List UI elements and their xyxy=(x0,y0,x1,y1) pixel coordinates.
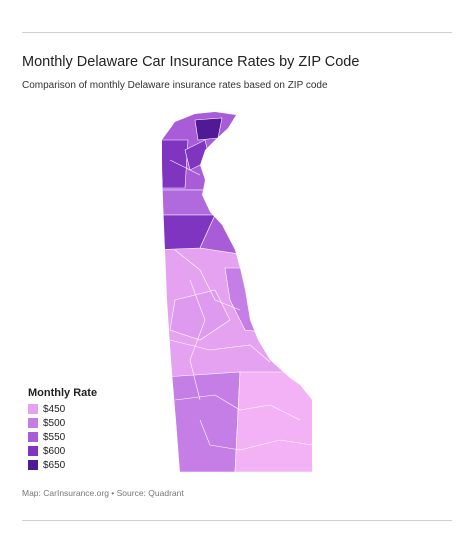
legend-swatch xyxy=(28,446,38,456)
map xyxy=(162,112,312,472)
legend-item: $550 xyxy=(28,430,97,444)
legend-item: $450 xyxy=(28,402,97,416)
legend-label: $450 xyxy=(43,403,66,415)
top-rule xyxy=(22,32,452,33)
legend-title: Monthly Rate xyxy=(28,387,98,399)
legend: Monthly Rate $450 $500 $550 $600 $650 xyxy=(28,387,97,472)
legend-swatch xyxy=(28,418,38,428)
legend-items: $450 $500 $550 $600 $650 xyxy=(28,402,97,472)
legend-label: $550 xyxy=(43,431,66,443)
legend-label: $650 xyxy=(43,459,66,471)
source: Map: CarInsurance.org • Source: Quadrant xyxy=(22,488,184,498)
legend-item: $650 xyxy=(28,458,97,472)
legend-item: $600 xyxy=(28,444,97,458)
zip-regions xyxy=(162,112,312,472)
legend-swatch xyxy=(28,404,38,414)
subtitle: Comparison of monthly Delaware insurance… xyxy=(22,80,328,91)
bottom-rule xyxy=(22,520,452,521)
legend-swatch xyxy=(28,460,38,470)
title: Monthly Delaware Car Insurance Rates by … xyxy=(22,54,360,70)
legend-item: $500 xyxy=(28,416,97,430)
legend-label: $500 xyxy=(43,417,66,429)
legend-swatch xyxy=(28,432,38,442)
legend-label: $600 xyxy=(43,445,66,457)
